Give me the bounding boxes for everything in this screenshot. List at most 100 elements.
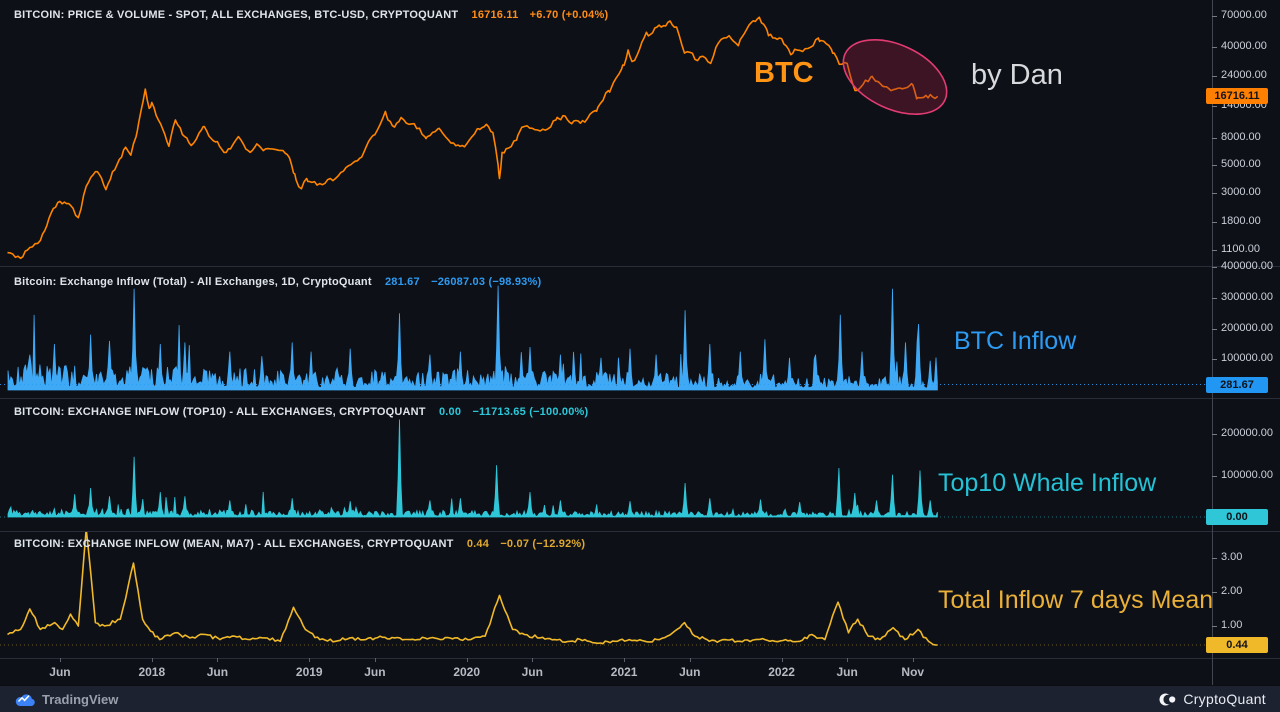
inflow-total-last-value: 281.67 (384, 276, 420, 288)
price-scale-tick (1212, 106, 1217, 108)
price-scale-label: 24000.00 (1221, 68, 1267, 81)
inflow-total-legend[interactable]: Bitcoin: Exchange Inflow (Total) - All E… (14, 276, 541, 288)
inflow-top10-last-badge: 0.00 (1206, 509, 1268, 525)
inflow-top10-change: −11713.65 (−100.00%) (472, 406, 589, 418)
price-scale-label: 300000.00 (1221, 290, 1273, 303)
price-scale-tick (1212, 75, 1217, 77)
price-scale-tick (1212, 267, 1217, 269)
price-scale-tick (1212, 137, 1217, 139)
price-scale-tick (1212, 297, 1217, 299)
btc-inflow-text-drawing[interactable]: BTC Inflow (954, 327, 1077, 355)
inflow-mean-pane[interactable]: BITCOIN: EXCHANGE INFLOW (MEAN, MA7) - A… (0, 532, 1280, 658)
time-scale-tick (466, 658, 468, 662)
inflow-mean-change: −0.07 (−12.92%) (500, 538, 586, 550)
tradingview-label: TradingView (42, 691, 119, 707)
highlight-ellipse-drawing[interactable] (832, 25, 959, 129)
inflow-top10-pane[interactable]: BITCOIN: EXCHANGE INFLOW (TOP10) - ALL E… (0, 399, 1280, 531)
time-scale-tick (912, 658, 914, 662)
time-scale-label: 2021 (610, 665, 638, 679)
price-scale-label: 1100.00 (1221, 243, 1260, 255)
inflow-mean-title: BITCOIN: EXCHANGE INFLOW (MEAN, MA7) - A… (14, 538, 454, 550)
time-scale-tick (847, 658, 849, 662)
time-scale-label: 2022 (768, 665, 795, 679)
price-scale-label: 8000.00 (1221, 130, 1261, 143)
price-scale-label: 100000.00 (1221, 468, 1273, 481)
price-chart-svg[interactable] (0, 0, 1205, 266)
price-scale-label: 3000.00 (1221, 186, 1261, 199)
price-last-badge: 16716.11 (1206, 88, 1268, 104)
price-scale-label: 2.00 (1221, 585, 1243, 597)
tradingview-link[interactable]: TradingView (14, 692, 118, 707)
time-scale-label: Jun (521, 665, 543, 679)
pane-divider[interactable] (0, 266, 1280, 267)
time-scale-label: Jun (679, 665, 701, 679)
price-scale-tick (1212, 328, 1217, 330)
time-scale-tick (59, 658, 61, 662)
inflow-top10-last-value: 0.00 (438, 406, 462, 418)
time-scale-tick (217, 658, 219, 662)
price-change: +6.70 (+0.04%) (529, 9, 609, 21)
price-scale-label: 200000.00 (1221, 321, 1273, 334)
time-axis-border (0, 658, 1280, 659)
time-scale-tick (781, 658, 783, 662)
inflow-mean-last-value: 0.44 (466, 538, 490, 550)
price-scale-label: 400000.00 (1221, 260, 1273, 273)
time-scale-label: Jun (206, 665, 229, 679)
tradingview-logo-icon (15, 693, 35, 706)
footer-bar: TradingView CryptoQuant (0, 685, 1280, 712)
price-scale-label: 70000.00 (1221, 8, 1267, 21)
time-scale-tick (309, 658, 311, 662)
inflow-top10-legend[interactable]: BITCOIN: EXCHANGE INFLOW (TOP10) - ALL E… (14, 406, 588, 418)
price-scale-tick (1212, 359, 1217, 361)
price-scale-label: 3.00 (1221, 551, 1243, 563)
price-scale-label: 1.00 (1221, 619, 1243, 631)
price-scale-tick (1212, 250, 1217, 251)
price-scale-label: 40000.00 (1221, 40, 1267, 53)
price-scale-tick (1212, 15, 1217, 17)
pane-divider[interactable] (0, 398, 1280, 399)
btc-text-drawing[interactable]: BTC (754, 57, 814, 89)
price-last-value: 16716.11 (471, 9, 519, 21)
total-inflow-mean-text-drawing[interactable]: Total Inflow 7 days Mean (938, 586, 1214, 614)
price-series-title: BITCOIN: PRICE & VOLUME - SPOT, ALL EXCH… (14, 9, 459, 21)
price-scale-tick (1212, 558, 1217, 559)
time-scale-tick (689, 658, 691, 662)
time-scale-label: Nov (901, 665, 925, 679)
time-scale-label: 2018 (138, 665, 166, 679)
inflow-total-change: −26087.03 (−98.93%) (431, 276, 542, 288)
time-scale-label: Jun (836, 665, 858, 679)
price-pane[interactable]: BITCOIN: PRICE & VOLUME - SPOT, ALL EXCH… (0, 0, 1280, 266)
time-scale-label: 2019 (295, 665, 323, 679)
price-scale-tick (1212, 434, 1217, 435)
by-dan-watermark: by Dan (971, 59, 1063, 91)
price-scale-tick (1212, 222, 1217, 224)
price-scale-label: 1800.00 (1221, 215, 1261, 228)
price-series-legend[interactable]: BITCOIN: PRICE & VOLUME - SPOT, ALL EXCH… (14, 9, 608, 21)
price-scale-tick (1212, 592, 1217, 593)
inflow-mean-last-badge: 0.44 (1206, 637, 1268, 653)
inflow-mean-legend[interactable]: BITCOIN: EXCHANGE INFLOW (MEAN, MA7) - A… (14, 538, 585, 550)
inflow-total-last-badge: 281.67 (1206, 377, 1268, 393)
inflow-total-pane[interactable]: Bitcoin: Exchange Inflow (Total) - All E… (0, 267, 1280, 398)
inflow-top10-chart-svg[interactable] (0, 399, 1205, 531)
cryptoquant-link[interactable]: CryptoQuant (1159, 691, 1266, 707)
time-scale-label: 2020 (453, 665, 481, 679)
time-scale[interactable]: Jun 2018 Jun 2019 Jun 2020 Jun 2021 Jun 2022 Jun No… (0, 658, 1280, 685)
inflow-top10-title: BITCOIN: EXCHANGE INFLOW (TOP10) - ALL E… (14, 406, 426, 418)
price-scale-tick (1212, 626, 1217, 627)
pane-divider[interactable] (0, 531, 1280, 532)
price-scale-label: 5000.00 (1221, 157, 1261, 170)
price-scale-axis-line (1212, 0, 1213, 685)
inflow-total-title: Bitcoin: Exchange Inflow (Total) - All E… (14, 276, 372, 288)
price-scale-tick (1212, 475, 1217, 477)
time-scale-tick (532, 658, 534, 662)
cryptoquant-logo-icon (1159, 693, 1176, 705)
time-scale-tick (151, 658, 153, 662)
price-scale-tick (1212, 47, 1217, 49)
price-scale-tick (1212, 193, 1217, 195)
inflow-mean-chart-svg[interactable] (0, 532, 1205, 658)
top10-whale-text-drawing[interactable]: Top10 Whale Inflow (938, 469, 1157, 497)
inflow-total-chart-svg[interactable] (0, 266, 1205, 397)
time-scale-tick (624, 658, 626, 662)
